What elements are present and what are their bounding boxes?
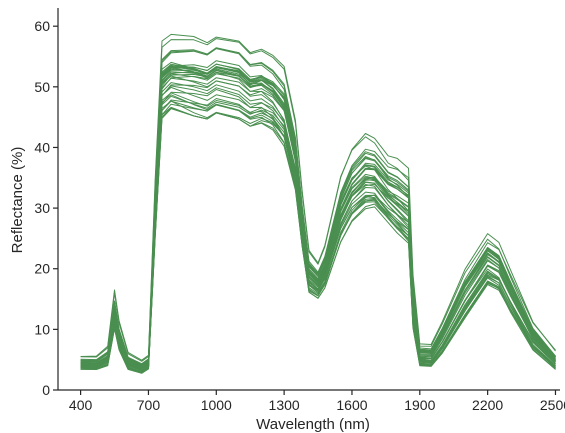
spectrum-line — [80, 66, 556, 367]
spectrum-line — [80, 66, 556, 368]
x-tick-label: 2200 — [472, 397, 503, 413]
spectrum-line — [80, 69, 556, 368]
spectrum-line — [80, 98, 556, 373]
spectrum-line — [80, 60, 556, 368]
y-axis-title: Reflectance (%) — [9, 147, 26, 254]
spectrum-line — [80, 92, 556, 371]
y-axis-ticks: 0 10 20 30 40 50 60 — [34, 18, 58, 398]
x-tick-label: 2500 — [540, 397, 565, 413]
spectrum-line — [80, 47, 556, 365]
x-axis-ticks: 400 700 1000 1300 1600 1900 2200 2500 — [69, 390, 565, 413]
spectrum-line — [80, 77, 556, 369]
spectrum-line — [80, 63, 556, 368]
spectrum-line — [80, 48, 556, 365]
spectrum-line — [80, 85, 556, 371]
spectrum-line — [80, 73, 556, 368]
x-axis-title: Wavelength (nm) — [256, 416, 370, 433]
spectrum-line — [80, 100, 556, 373]
spectrum-line — [80, 80, 556, 371]
spectrum-line — [80, 89, 556, 373]
spectrum-line — [80, 82, 556, 370]
y-tick-label: 0 — [42, 382, 50, 398]
spectrum-line — [80, 64, 556, 366]
y-tick-label: 60 — [34, 18, 50, 34]
spectrum-line — [80, 71, 556, 370]
spectra-lines — [80, 33, 556, 374]
spectrum-line — [80, 66, 556, 369]
spectrum-line — [80, 75, 556, 368]
x-tick-label: 400 — [69, 397, 93, 413]
x-tick-label: 700 — [137, 397, 161, 413]
spectrum-line — [80, 95, 556, 372]
spectrum-line — [80, 86, 556, 370]
spectrum-line — [80, 63, 556, 366]
spectrum-line — [80, 107, 556, 374]
spectrum-line — [80, 47, 556, 365]
spectrum-line — [80, 66, 556, 366]
x-tick-label: 1600 — [336, 397, 367, 413]
y-tick-label: 30 — [34, 200, 50, 216]
spectrum-line — [80, 61, 556, 365]
y-tick-label: 40 — [34, 139, 50, 155]
x-tick-label: 1000 — [201, 397, 232, 413]
x-tick-label: 1300 — [269, 397, 300, 413]
spectrum-line — [80, 33, 556, 361]
spectrum-line — [80, 100, 556, 372]
spectrum-line — [80, 108, 556, 374]
spectrum-line — [80, 94, 556, 371]
spectrum-line — [80, 63, 556, 367]
y-tick-label: 20 — [34, 261, 50, 277]
spectrum-line — [80, 69, 556, 369]
spectrum-line — [80, 67, 556, 367]
y-tick-label: 10 — [34, 321, 50, 337]
spectrum-line — [80, 68, 556, 368]
x-tick-label: 1900 — [404, 397, 435, 413]
y-tick-label: 50 — [34, 79, 50, 95]
